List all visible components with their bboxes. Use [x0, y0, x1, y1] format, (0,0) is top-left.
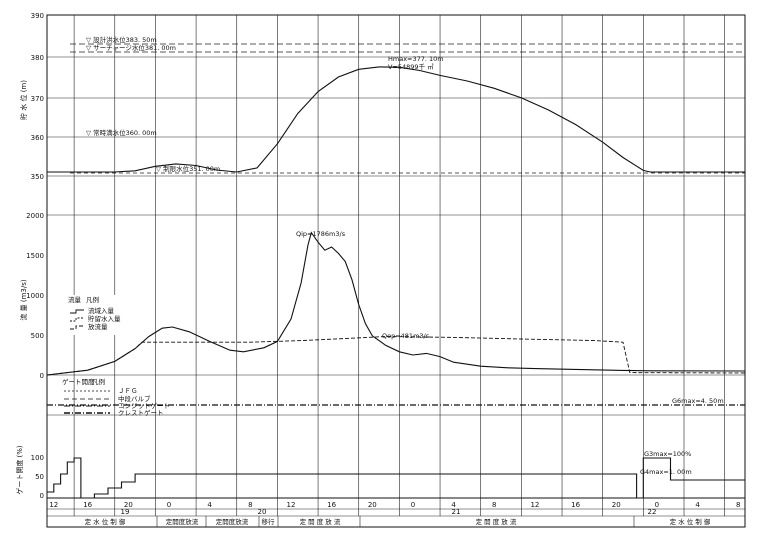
discharge-panel: 2000 1500 1000 500 0 流 量 (m3/s) 流量 凡例 流域… [19, 212, 746, 380]
restricted-level-label: ▽ 制限水位351. 00m [156, 164, 220, 173]
op-label-1: 定 水 位 制 御 [85, 517, 126, 526]
legend-outflow-swatch [70, 325, 84, 330]
design-flood-level-label: ▽ 設計洪水位383. 50m [86, 35, 157, 44]
surcharge-level-label: ▽ サーチャージ水位381. 00m [86, 43, 176, 52]
chart-frame [46, 14, 746, 528]
op-label-3: 定開度放流 [216, 517, 249, 526]
discharge-tick-0: 0 [40, 372, 44, 380]
discharge-legend-title: 凡例 [86, 295, 99, 304]
peak-inflow-annotation: Qip=1786m3/s [296, 230, 346, 238]
day-label-20: 20 [258, 508, 267, 516]
time-axis: 121620048121620048121620048121620 19 20 … [47, 501, 745, 528]
gate-tick-50: 50 [35, 473, 44, 481]
legend-outflow-label: 放流量 [88, 322, 108, 331]
hour-tick-label: 16 [83, 501, 92, 509]
level-tick-380: 380 [31, 54, 44, 62]
hour-tick-label: 12 [287, 501, 296, 509]
hour-tick-label: 4 [207, 501, 212, 509]
level-tick-370: 370 [31, 95, 44, 103]
outflow-series-line [46, 336, 746, 376]
gate-legend-heading: 凡例 [92, 377, 105, 386]
gate-tick-0: 0 [40, 492, 44, 500]
gate-axis-label: ゲート開度 (%) [15, 445, 24, 495]
discharge-legend: 流量 凡例 流域入量 貯留水入量 放流量 [66, 295, 136, 335]
level-tick-350: 350 [31, 173, 44, 181]
volume-annotation: V=54899千 ㎥ [388, 62, 434, 71]
hour-tick-label: 8 [736, 501, 740, 509]
op-label-7: 定 水 位 制 御 [670, 517, 711, 526]
g3max-annotation: G3max=100% [644, 450, 691, 458]
discharge-axis-label: 流 量 (m3/s) [19, 279, 28, 320]
day-label-19: 19 [121, 508, 130, 516]
legend-crest-label: クレストゲート [118, 408, 164, 417]
hour-tick-label: 4 [451, 501, 456, 509]
legend-storage-swatch [70, 317, 84, 322]
op-label-5: 定 開 度 放 流 [300, 517, 341, 526]
level-tick-360: 360 [31, 134, 44, 142]
legend-storage-label: 貯留水入量 [88, 314, 121, 323]
hour-tick-label: 4 [695, 501, 700, 509]
op-label-6: 定 開 度 放 流 [476, 517, 517, 526]
discharge-tick-1500: 1500 [26, 252, 44, 260]
hour-tick-label: 20 [368, 501, 377, 509]
vertical-gridlines [73, 15, 725, 516]
discharge-tick-2000: 2000 [26, 212, 44, 220]
hour-tick-label: 8 [248, 501, 252, 509]
level-axis-label: 貯 水 位 (m) [19, 80, 28, 120]
hmax-annotation: Hmax=377. 10m [388, 55, 444, 63]
discharge-legend-heading: 流量 [68, 295, 82, 304]
hour-tick-label: 8 [492, 501, 496, 509]
g6max-annotation: G6max=4. 50m [672, 397, 724, 405]
hour-tick-label: 20 [124, 501, 133, 509]
gate-legend: ゲート開度 凡例 ＪＦＧ 中段バルブ コンジットゲート クレストゲート [62, 377, 170, 417]
op-label-4: 移行 [262, 517, 276, 526]
discharge-tick-1000: 1000 [26, 292, 44, 300]
hour-tick-label: 12 [530, 501, 539, 509]
day-label-22: 22 [648, 508, 657, 516]
level-panel: 390 380 370 360 350 貯 水 位 (m) ▽ 設計洪水位383… [19, 12, 745, 181]
peak-outflow-annotation: Qop=481m3/s [382, 332, 430, 340]
op-label-2: 定開度放流 [166, 517, 199, 526]
hour-tick-label: 20 [612, 501, 621, 509]
hour-tick-label: 16 [327, 501, 336, 509]
gate-tick-100: 100 [31, 454, 44, 462]
gate-opening-series-line [47, 457, 745, 499]
discharge-tick-500: 500 [31, 332, 44, 340]
normal-level-label: ▽ 常時満水位360. 00m [86, 128, 157, 137]
gate-legend-title: ゲート開度 [62, 377, 95, 386]
level-series-line [47, 66, 745, 173]
inflow-series-line [46, 231, 746, 376]
gate-panel: ゲート開度 凡例 ＪＦＧ 中段バルブ コンジットゲート クレストゲート G6ma… [15, 377, 745, 500]
hour-tick-label: 0 [655, 501, 659, 509]
legend-jfg-label: ＪＦＧ [118, 387, 138, 395]
hour-tick-label: 0 [167, 501, 171, 509]
legend-valve-label: 中段バルブ [118, 394, 151, 403]
hour-tick-label: 16 [571, 501, 580, 509]
level-tick-390: 390 [31, 12, 44, 20]
g4max-annotation: G4max=1. 00m [640, 468, 692, 476]
legend-inflow-swatch [70, 309, 84, 314]
hour-tick-label: 0 [411, 501, 415, 509]
legend-inflow-label: 流域入量 [88, 306, 115, 315]
day-label-21: 21 [452, 508, 461, 516]
hour-tick-label: 12 [49, 501, 58, 509]
